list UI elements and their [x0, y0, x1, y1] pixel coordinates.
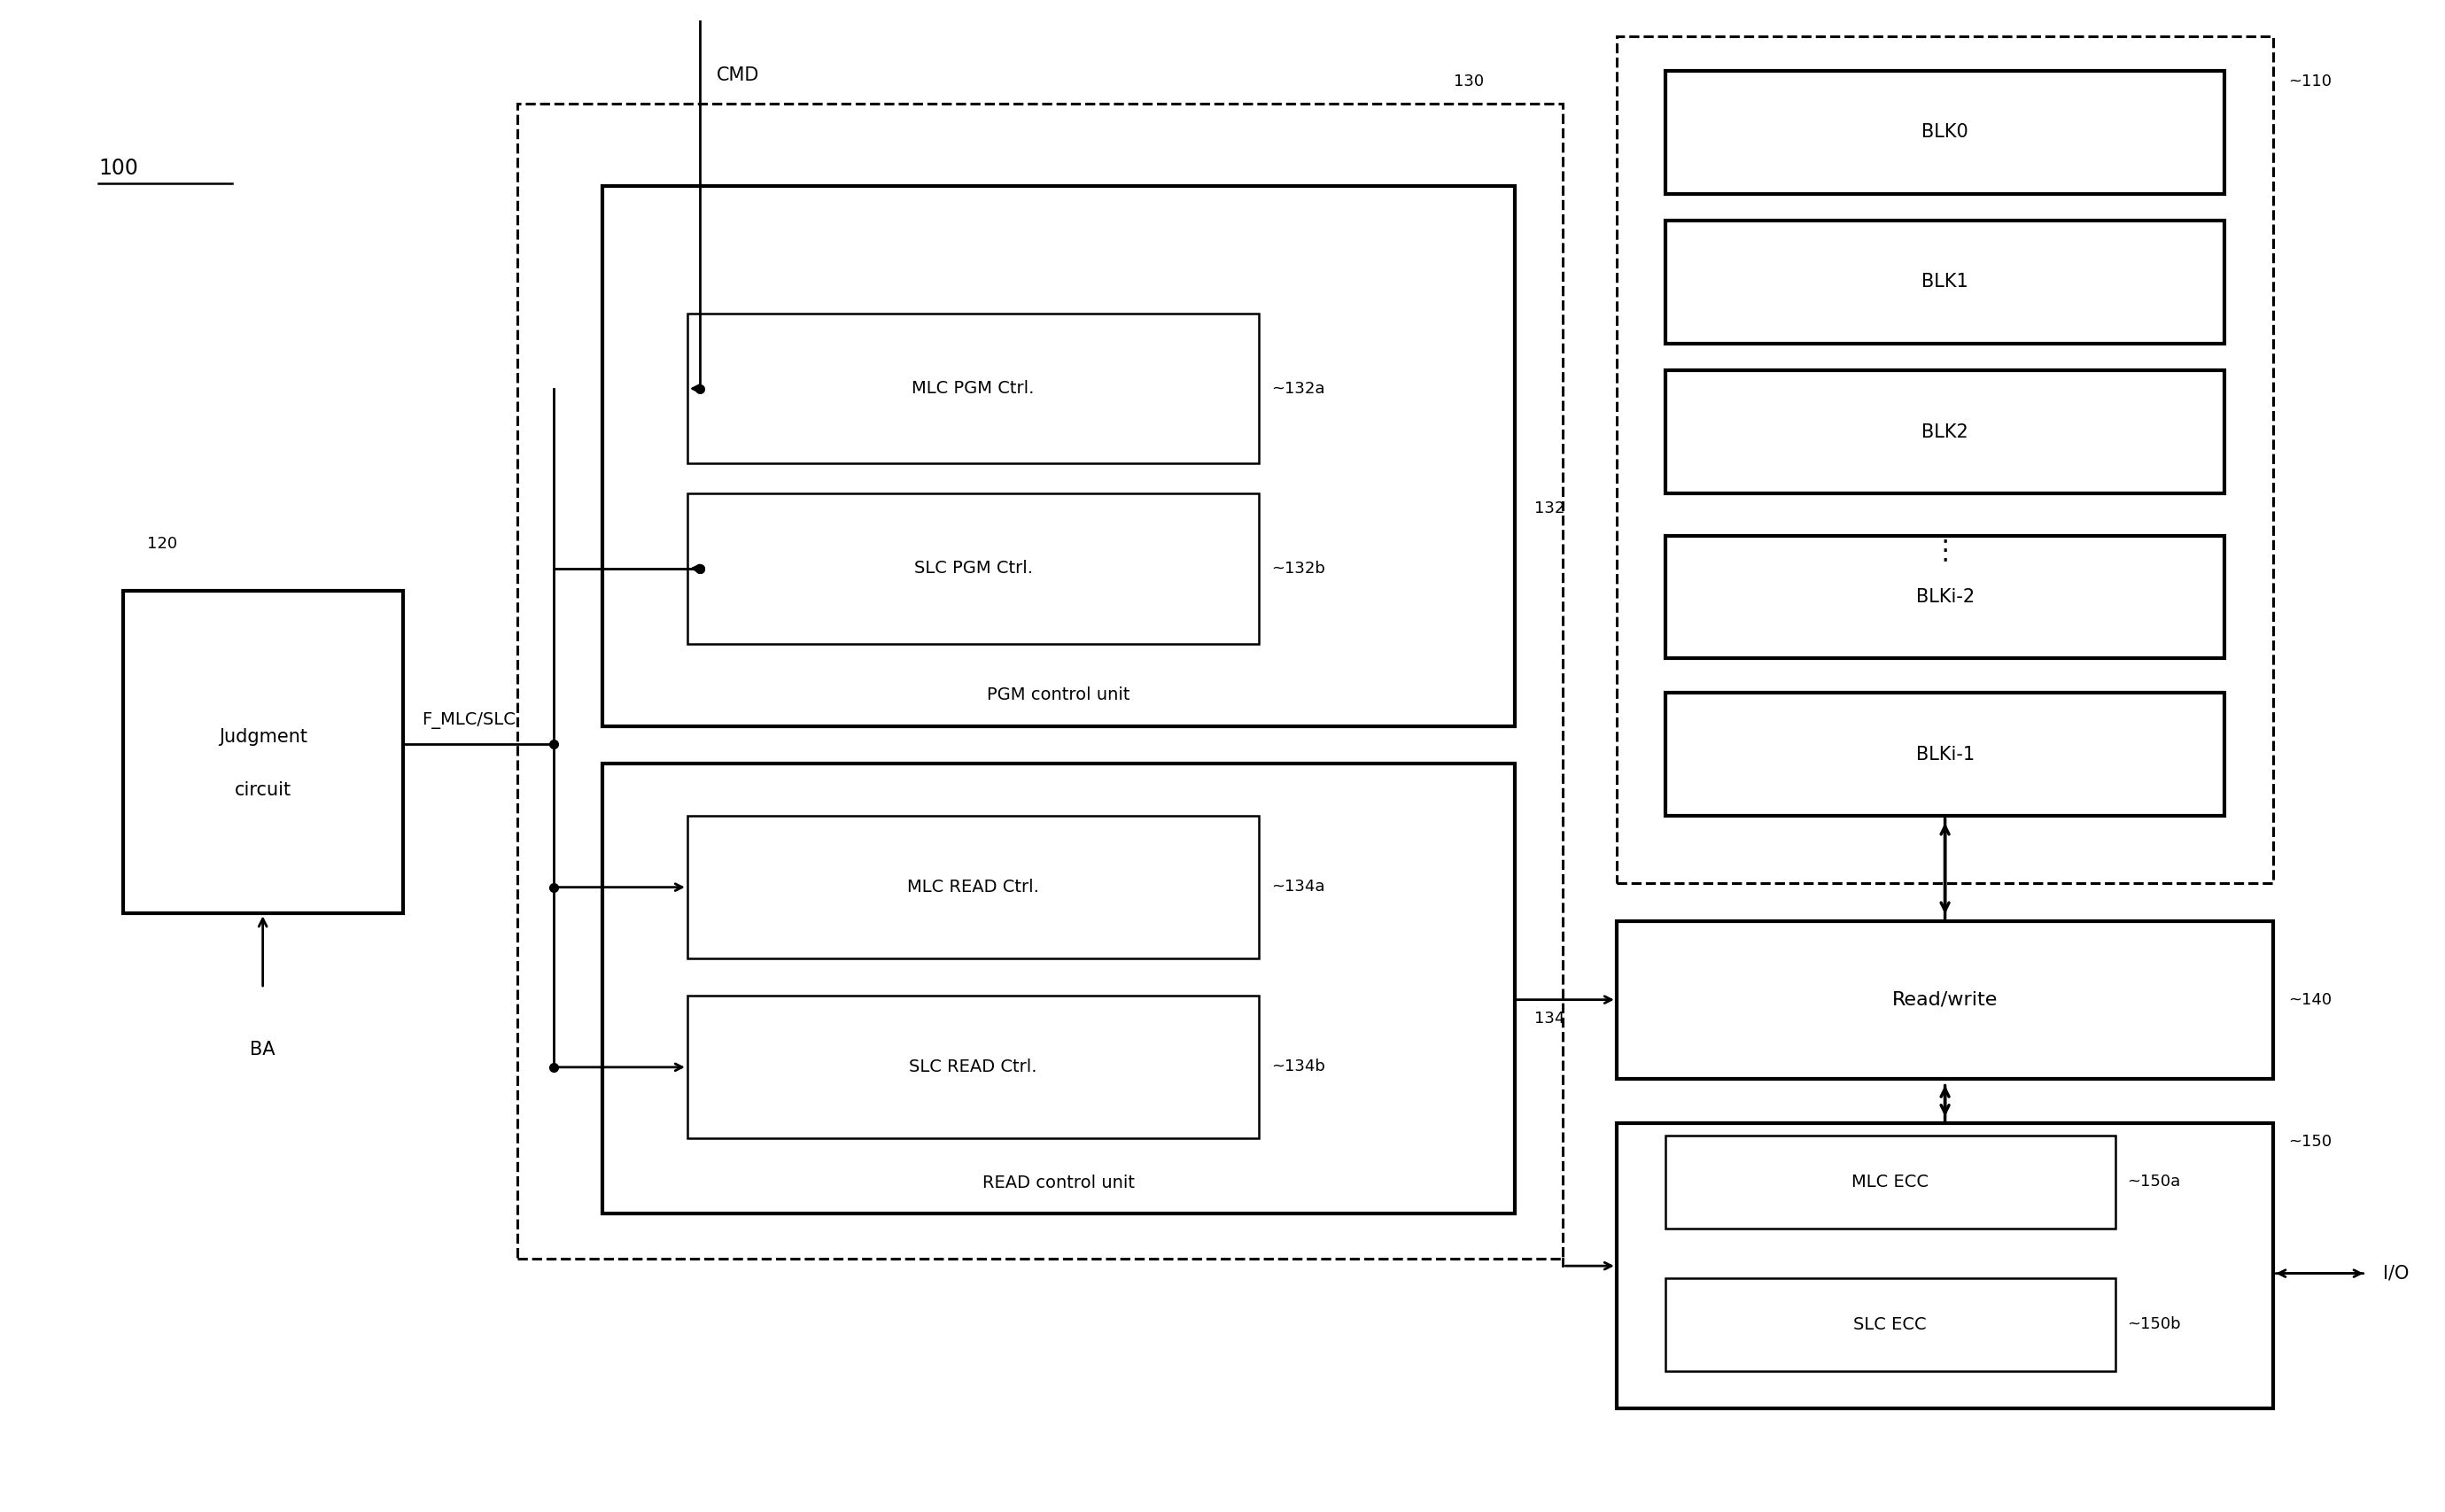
Text: ~110: ~110	[2289, 74, 2333, 89]
Text: BLK1: BLK1	[1922, 274, 1968, 290]
Text: I/O: I/O	[2384, 1264, 2408, 1282]
Text: ~150b: ~150b	[2127, 1317, 2181, 1332]
Bar	[1665, 692, 2225, 816]
Bar	[1616, 1123, 2274, 1408]
Text: 100: 100	[98, 157, 139, 178]
Text: ~150: ~150	[2289, 1134, 2333, 1149]
Bar	[1616, 36, 2274, 883]
Text: MLC PGM Ctrl.: MLC PGM Ctrl.	[912, 380, 1034, 398]
Text: Judgment: Judgment	[218, 729, 308, 745]
Text: BLKi-1: BLKi-1	[1917, 745, 1973, 764]
Bar	[1665, 71, 2225, 194]
Text: BA: BA	[249, 1040, 276, 1058]
Text: 130: 130	[1455, 74, 1484, 89]
Text: F_MLC/SLC: F_MLC/SLC	[423, 712, 516, 729]
Text: CMD: CMD	[716, 67, 760, 83]
Text: ⋮: ⋮	[1932, 538, 1958, 564]
Text: ~134a: ~134a	[1271, 878, 1325, 895]
Bar	[601, 764, 1513, 1214]
Text: MLC ECC: MLC ECC	[1851, 1173, 1929, 1190]
Bar	[122, 591, 403, 913]
Text: ~134b: ~134b	[1271, 1058, 1325, 1075]
Bar	[1665, 1278, 2115, 1371]
Bar	[1665, 535, 2225, 659]
Text: ~132b: ~132b	[1271, 561, 1325, 576]
Text: 134: 134	[1533, 1010, 1565, 1027]
Text: ~150a: ~150a	[2127, 1173, 2181, 1190]
Bar	[1665, 221, 2225, 343]
Text: BLK0: BLK0	[1922, 124, 1968, 141]
Text: SLC ECC: SLC ECC	[1853, 1315, 1927, 1332]
Bar	[1665, 1136, 2115, 1228]
Text: 120: 120	[147, 537, 178, 552]
Bar	[601, 186, 1513, 726]
Text: READ control unit: READ control unit	[983, 1175, 1134, 1191]
Bar	[1616, 921, 2274, 1078]
Text: BLK2: BLK2	[1922, 423, 1968, 442]
Bar	[687, 996, 1259, 1139]
Text: BLKi-2: BLKi-2	[1917, 588, 1973, 606]
Text: circuit: circuit	[235, 780, 291, 798]
Bar	[687, 493, 1259, 644]
Bar	[687, 816, 1259, 959]
Bar	[1665, 370, 2225, 493]
Text: 132: 132	[1533, 500, 1565, 517]
Text: SLC PGM Ctrl.: SLC PGM Ctrl.	[914, 559, 1032, 578]
Text: SLC READ Ctrl.: SLC READ Ctrl.	[910, 1058, 1037, 1075]
Text: Read/write: Read/write	[1892, 990, 1998, 1009]
Text: PGM control unit: PGM control unit	[988, 686, 1130, 703]
Text: ~140: ~140	[2289, 992, 2333, 1009]
Text: MLC READ Ctrl.: MLC READ Ctrl.	[907, 878, 1039, 895]
Bar	[687, 313, 1259, 464]
Bar	[516, 104, 1562, 1258]
Text: ~132a: ~132a	[1271, 381, 1325, 396]
